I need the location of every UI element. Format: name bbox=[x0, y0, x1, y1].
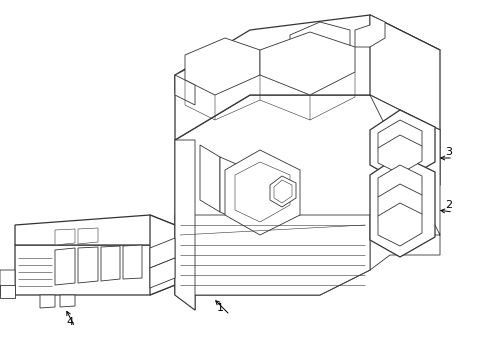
Polygon shape bbox=[235, 162, 289, 222]
Polygon shape bbox=[123, 245, 142, 279]
Polygon shape bbox=[175, 15, 439, 140]
Polygon shape bbox=[369, 95, 439, 270]
Text: 4: 4 bbox=[66, 317, 73, 327]
Polygon shape bbox=[273, 180, 291, 203]
Polygon shape bbox=[0, 285, 15, 295]
Polygon shape bbox=[55, 229, 75, 245]
Polygon shape bbox=[40, 295, 55, 308]
Polygon shape bbox=[55, 248, 75, 285]
Polygon shape bbox=[184, 38, 260, 95]
Polygon shape bbox=[60, 295, 75, 307]
Polygon shape bbox=[224, 150, 299, 235]
Polygon shape bbox=[15, 245, 175, 295]
Text: 2: 2 bbox=[445, 200, 451, 210]
Polygon shape bbox=[78, 247, 98, 283]
Polygon shape bbox=[377, 184, 421, 227]
Polygon shape bbox=[101, 246, 120, 281]
Polygon shape bbox=[175, 215, 369, 295]
Polygon shape bbox=[377, 135, 421, 174]
Polygon shape bbox=[175, 95, 439, 310]
Text: 3: 3 bbox=[445, 147, 451, 157]
Polygon shape bbox=[377, 120, 421, 159]
Polygon shape bbox=[175, 75, 195, 105]
Polygon shape bbox=[0, 285, 15, 298]
Polygon shape bbox=[377, 165, 421, 208]
Polygon shape bbox=[220, 157, 249, 225]
Polygon shape bbox=[354, 15, 384, 47]
Text: 1: 1 bbox=[216, 303, 223, 313]
Polygon shape bbox=[0, 270, 15, 290]
Polygon shape bbox=[200, 145, 220, 212]
Polygon shape bbox=[175, 65, 220, 90]
Polygon shape bbox=[369, 15, 439, 130]
Polygon shape bbox=[150, 258, 175, 288]
Polygon shape bbox=[260, 32, 354, 95]
Polygon shape bbox=[15, 215, 175, 245]
Polygon shape bbox=[78, 228, 98, 244]
Polygon shape bbox=[289, 22, 349, 60]
Polygon shape bbox=[369, 110, 434, 182]
Polygon shape bbox=[269, 176, 295, 207]
Polygon shape bbox=[377, 203, 421, 246]
Polygon shape bbox=[150, 238, 175, 268]
Polygon shape bbox=[150, 215, 175, 295]
Polygon shape bbox=[369, 155, 434, 257]
Polygon shape bbox=[175, 140, 195, 310]
